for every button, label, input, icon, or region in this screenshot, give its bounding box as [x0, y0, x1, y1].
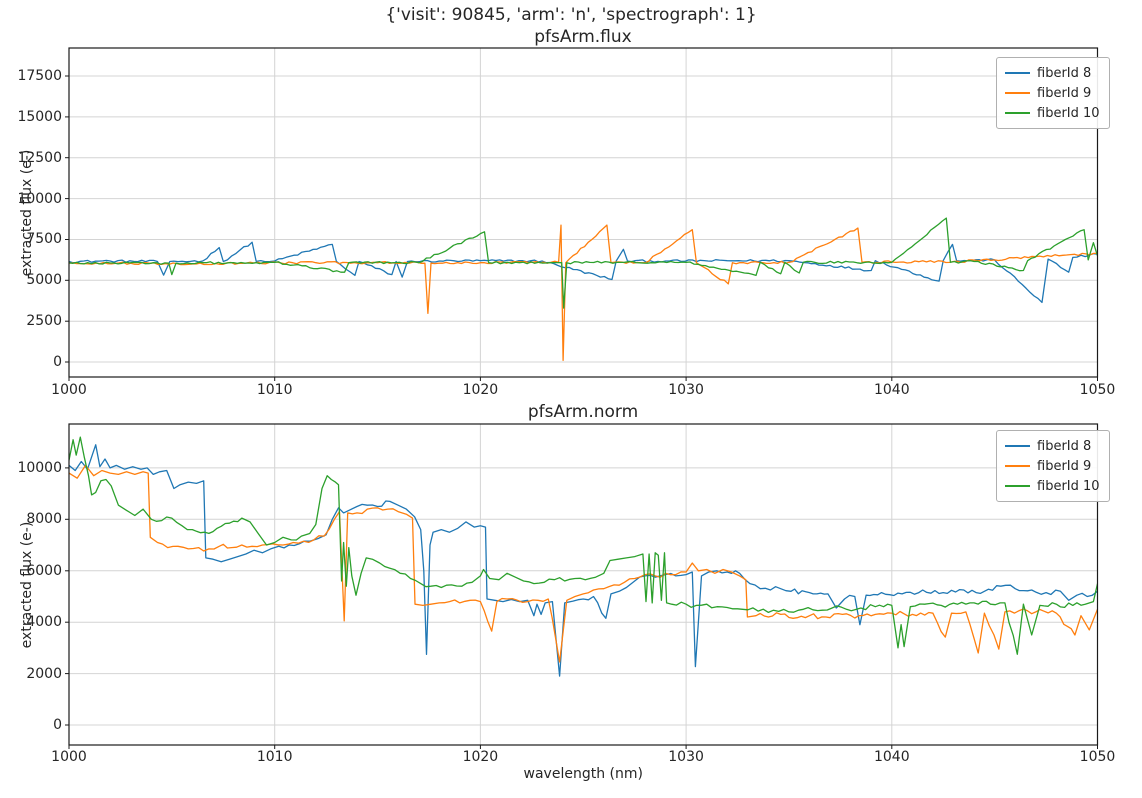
axes-spines	[68, 423, 1099, 746]
pfsArm.norm-axes	[65, 423, 1099, 749]
series-line-fiberid-10	[69, 436, 1098, 655]
y-tick-label: 10000	[17, 459, 62, 476]
legend-line-swatch	[1005, 92, 1030, 94]
y-tick-label: 2000	[26, 665, 62, 682]
axes-spines	[68, 47, 1099, 378]
x-tick-label: 1020	[462, 382, 499, 398]
legend-line-swatch	[1005, 465, 1030, 467]
norm-plot-title: pfsArm.norm	[527, 402, 639, 422]
y-tick-label: 10000	[17, 190, 62, 207]
x-tick-label: 1030	[668, 749, 704, 765]
legend-label: fiberId 9	[1037, 85, 1092, 101]
legend-item: fiberId 9	[1005, 456, 1100, 476]
x-axis-label: wavelength (nm)	[523, 766, 643, 782]
x-tick-label: 1040	[873, 749, 910, 765]
y-tick-label: 12500	[17, 149, 62, 166]
x-tick-label: 1020	[462, 749, 499, 765]
x-tick-label: 1050	[1079, 382, 1116, 398]
y-axis-label: extracted flux (e-)	[19, 521, 35, 648]
y-tick-label: 8000	[26, 511, 62, 528]
pfsArm.flux-axes	[65, 47, 1099, 381]
legend-line-swatch	[1005, 445, 1030, 447]
legend-label: fiberId 10	[1037, 478, 1100, 494]
legend: fiberId 8 fiberId 9 fiberId 10	[996, 57, 1110, 129]
x-tick-label: 1040	[873, 382, 910, 398]
legend-label: fiberId 8	[1037, 65, 1092, 81]
flux-plot-title: pfsArm.flux	[534, 27, 632, 47]
series-line-fiberid-8	[69, 444, 1098, 677]
x-tick-label: 1030	[668, 382, 704, 398]
x-tick-label: 1010	[256, 382, 293, 398]
legend-item: fiberId 8	[1005, 436, 1100, 456]
y-tick-label: 15000	[17, 108, 62, 125]
y-tick-label: 6000	[26, 562, 62, 579]
legend-line-swatch	[1005, 485, 1030, 487]
legend-item: fiberId 10	[1005, 103, 1100, 123]
figure-suptitle: {'visit': 90845, 'arm': 'n', 'spectrogra…	[385, 5, 757, 25]
series-line-fiberid-8	[69, 241, 1098, 304]
y-tick-label: 5000	[26, 272, 62, 289]
y-tick-label: 17500	[17, 68, 62, 85]
y-tick-label: 4000	[26, 614, 62, 631]
y-tick-label: 0	[53, 716, 62, 733]
series-line-fiberid-9	[69, 224, 1098, 362]
x-tick-label: 1010	[256, 749, 293, 765]
series-line-fiberid-10	[69, 217, 1098, 309]
x-tick-label: 1050	[1079, 749, 1116, 765]
legend-item: fiberId 9	[1005, 83, 1100, 103]
y-tick-label: 7500	[26, 231, 62, 248]
legend-label: fiberId 10	[1037, 105, 1100, 121]
legend-line-swatch	[1005, 112, 1030, 114]
legend-label: fiberId 9	[1037, 458, 1092, 474]
legend: fiberId 8 fiberId 9 fiberId 10	[996, 430, 1110, 502]
legend-label: fiberId 8	[1037, 438, 1092, 454]
x-tick-label: 1000	[51, 749, 87, 765]
y-tick-label: 0	[53, 354, 62, 371]
series-line-fiberid-9	[69, 464, 1098, 663]
legend-item: fiberId 8	[1005, 63, 1100, 83]
legend-line-swatch	[1005, 72, 1030, 74]
y-axis-label: extracted flux (e-)	[19, 149, 35, 276]
legend-item: fiberId 10	[1005, 476, 1100, 496]
y-tick-label: 2500	[26, 313, 62, 330]
x-tick-label: 1000	[51, 382, 87, 398]
